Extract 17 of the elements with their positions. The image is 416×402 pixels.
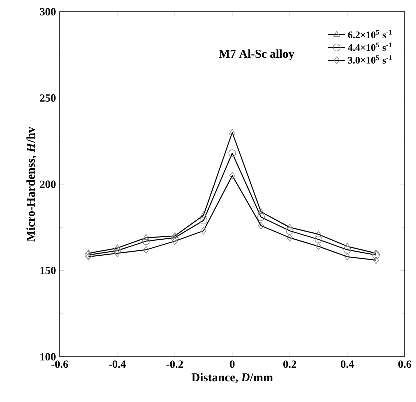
legend-label: 6.2×10$^{5}$ s$^{-1}$ <box>348 30 392 39</box>
legend-label: 4.4×10$^{5}$ s$^{-1}$ <box>348 42 392 52</box>
y-tick-label: 250 <box>40 94 56 102</box>
y-tick-label: 300 <box>40 8 56 16</box>
annotation: M7 Al-Sc alloy <box>219 50 295 61</box>
y-tick-label: 150 <box>40 267 56 274</box>
x-tick-label: -0.6 <box>52 360 68 368</box>
y-tick-label: 100 <box>40 353 56 361</box>
y-tick-label: 200 <box>40 180 56 188</box>
x-tick-label: 0.2 <box>284 360 296 368</box>
x-axis-title: Distance, D/mm <box>192 373 274 384</box>
x-tick-label: 0.6 <box>398 360 412 368</box>
x-tick-label: 0.4 <box>341 360 354 368</box>
x-tick-label: -0.2 <box>166 360 184 368</box>
legend-label: 3.0×10$^{5}$ s$^{-1}$ <box>348 56 392 64</box>
x-tick-label: 0 <box>230 360 235 368</box>
x-tick-label: -0.4 <box>109 360 126 368</box>
